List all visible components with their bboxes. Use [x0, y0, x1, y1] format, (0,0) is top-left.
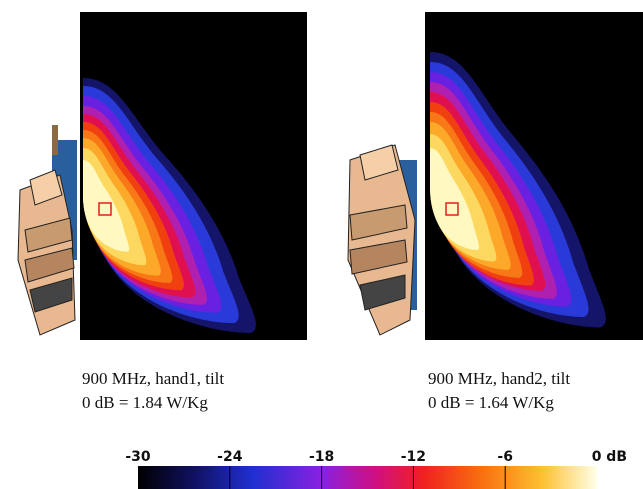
colorbar [138, 466, 597, 489]
peak-marker [445, 202, 459, 216]
hand-phone [347, 144, 417, 336]
tick-label: -6 [497, 449, 513, 465]
tick-label: -24 [217, 449, 243, 465]
hand-phone [17, 125, 77, 336]
sar-panel-left [17, 12, 307, 340]
tick-label: -12 [401, 449, 426, 465]
peak-marker [98, 202, 112, 216]
tick-label: -30 [125, 449, 151, 465]
colorbar-ticks: -30 -24 -18 -12 -6 0 dB [125, 449, 627, 489]
tick-label: -18 [309, 449, 334, 465]
tick-label: 0 dB [592, 449, 627, 465]
caption: 900 MHz, hand1, tilt [82, 369, 224, 388]
caption: 0 dB = 1.84 W/Kg [82, 393, 208, 412]
caption: 900 MHz, hand2, tilt [428, 369, 570, 388]
caption: 0 dB = 1.64 W/Kg [428, 393, 554, 412]
sar-panel-right [347, 12, 643, 340]
